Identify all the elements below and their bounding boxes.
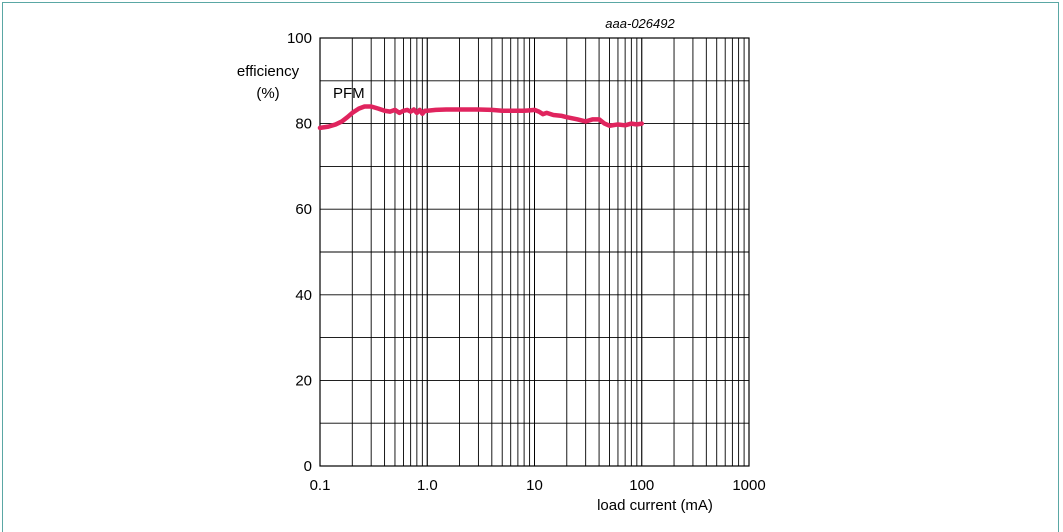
plot-border <box>319 37 750 467</box>
x-tick-label: 1000 <box>732 477 765 494</box>
x-axis-label: load current (mA) <box>597 497 713 514</box>
y-tick-label: 80 <box>295 116 312 133</box>
x-tick-label: 0.1 <box>310 477 331 494</box>
x-tick-label: 1.0 <box>417 477 438 494</box>
y-tick-label: 20 <box>295 372 312 389</box>
y-tick-label: 60 <box>295 201 312 218</box>
y-tick-label: 40 <box>295 287 312 304</box>
figure-id: aaa-026492 <box>605 16 675 31</box>
y-axis-label-line1: efficiency <box>237 63 300 80</box>
y-axis-label-line2: (%) <box>256 85 279 102</box>
annotation-pfm: PFM <box>333 85 365 102</box>
y-tick-label: 0 <box>304 458 312 475</box>
x-tick-labels: 0.1 1.0 10 100 1000 <box>310 477 766 494</box>
x-tick-label: 100 <box>629 477 654 494</box>
efficiency-curve <box>317 104 644 131</box>
x-tick-label: 10 <box>526 477 543 494</box>
y-tick-labels: 0 20 40 60 80 100 <box>287 30 312 475</box>
y-tick-label: 100 <box>287 30 312 47</box>
